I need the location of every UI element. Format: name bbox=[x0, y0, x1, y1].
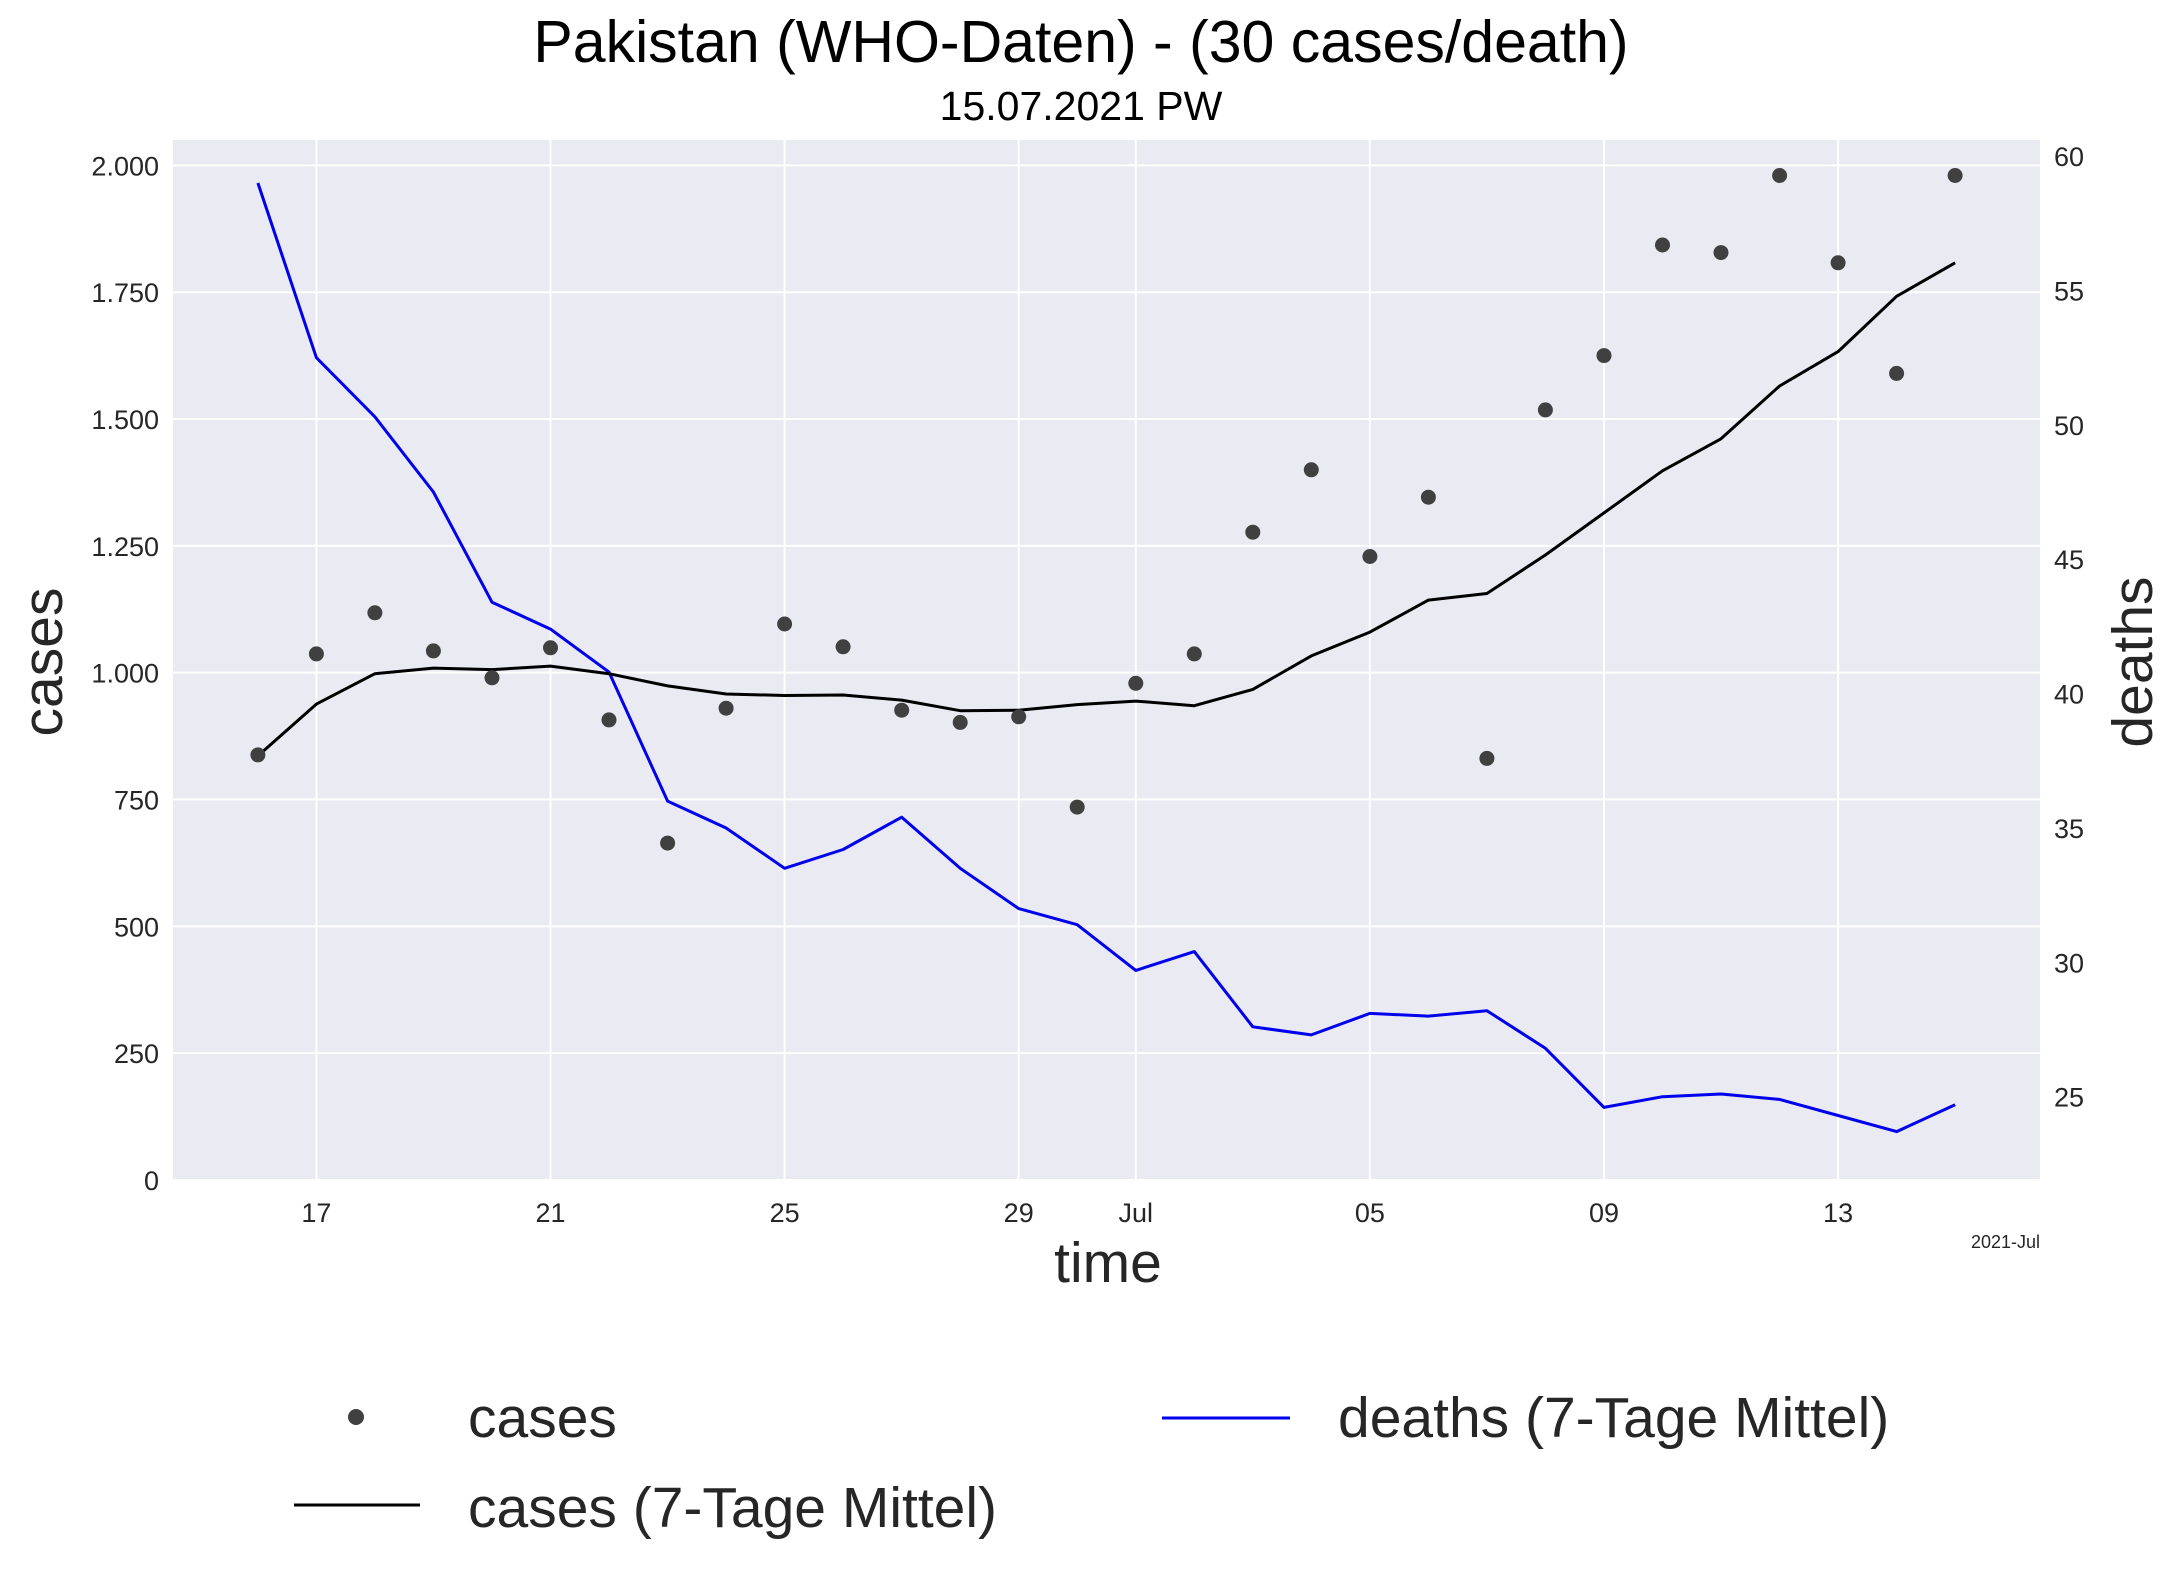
cases-point bbox=[1713, 245, 1729, 261]
cases-points-layer bbox=[250, 168, 1963, 851]
grid bbox=[173, 140, 2040, 1181]
cases-point bbox=[894, 702, 910, 718]
cases-point bbox=[1772, 168, 1788, 183]
y-tick-label: 1.250 bbox=[91, 532, 159, 562]
cases-point bbox=[835, 639, 851, 655]
cases-point bbox=[1830, 255, 1846, 271]
y2-tick-label: 35 bbox=[2054, 814, 2084, 844]
cases-point bbox=[250, 747, 266, 763]
cases-point bbox=[952, 714, 968, 730]
cases-point bbox=[1479, 750, 1495, 766]
cases-point bbox=[1011, 709, 1027, 725]
cases-point bbox=[1128, 675, 1144, 691]
x-axis-offset-label: 2021-Jul bbox=[1971, 1232, 2040, 1252]
cases-point bbox=[1596, 348, 1612, 364]
cases-point bbox=[601, 712, 617, 728]
x-tick-label: 21 bbox=[535, 1198, 565, 1228]
y2-tick-label: 50 bbox=[2054, 411, 2084, 441]
y-tick-label: 750 bbox=[114, 786, 159, 816]
x-tick-label: 09 bbox=[1589, 1198, 1619, 1228]
cases-point bbox=[367, 605, 383, 621]
y2-tick-label: 30 bbox=[2054, 948, 2084, 978]
legend-cases-marker bbox=[348, 1409, 364, 1425]
cases-point bbox=[1420, 489, 1436, 505]
y-tick-label: 250 bbox=[114, 1039, 159, 1069]
y2-axis-ticks: 25 30 35 40 45 50 55 60 bbox=[2054, 142, 2084, 1113]
cases-point bbox=[718, 700, 734, 716]
cases-point bbox=[1655, 237, 1670, 253]
chart-subtitle: 15.07.2021 PW bbox=[940, 83, 1223, 129]
cases-point bbox=[484, 670, 500, 686]
x-tick-label: Jul bbox=[1119, 1198, 1154, 1228]
legend-deaths-label: deaths (7-Tage Mittel) bbox=[1338, 1386, 1889, 1450]
cases-point bbox=[1303, 462, 1319, 478]
cases-point bbox=[543, 640, 558, 656]
x-axis-ticks: 17 21 25 29 Jul 05 09 13 bbox=[301, 1198, 1853, 1228]
x-tick-label: 13 bbox=[1823, 1198, 1853, 1228]
deaths-line-layer bbox=[256, 182, 1956, 1134]
y-tick-label: 2.000 bbox=[91, 151, 159, 181]
chart-title: Pakistan (WHO-Daten) - (30 cases/death) bbox=[533, 9, 1628, 75]
legend: cases cases (7-Tage Mittel) deaths (7-Tage… bbox=[294, 1386, 1889, 1540]
cases-point bbox=[1186, 646, 1202, 662]
deaths-7day-mean-line bbox=[256, 182, 1956, 1134]
cases-point bbox=[660, 835, 676, 851]
x-tick-label: 17 bbox=[301, 1198, 331, 1228]
x-tick-label: 25 bbox=[770, 1198, 800, 1228]
cases-point bbox=[1537, 402, 1553, 418]
plot-area bbox=[173, 140, 2040, 1180]
y2-tick-label: 55 bbox=[2054, 276, 2084, 306]
cases-point bbox=[1069, 799, 1085, 815]
y2-tick-label: 25 bbox=[2054, 1083, 2084, 1113]
cases-point bbox=[308, 646, 324, 662]
cases-7day-mean-line bbox=[256, 261, 1956, 758]
y-axis-ticks: 0 250 500 750 1.000 1.250 1.500 1.750 2.000 bbox=[91, 151, 159, 1196]
y-axis-label: cases bbox=[11, 588, 75, 737]
legend-cases-label: cases bbox=[468, 1386, 617, 1450]
y2-tick-label: 45 bbox=[2054, 545, 2084, 575]
y-tick-label: 1.500 bbox=[91, 405, 159, 435]
y2-axis-label: deaths bbox=[2101, 576, 2162, 747]
y2-tick-label: 60 bbox=[2054, 142, 2084, 172]
legend-cases-mean-label: cases (7-Tage Mittel) bbox=[468, 1476, 997, 1540]
cases-point bbox=[1362, 549, 1378, 564]
cases-point bbox=[1889, 365, 1905, 381]
cases-point bbox=[1245, 524, 1261, 540]
y-tick-label: 500 bbox=[114, 912, 159, 942]
x-axis-label: time bbox=[1054, 1231, 1162, 1295]
cases-point bbox=[777, 616, 793, 632]
cases-mean-line-layer bbox=[256, 261, 1956, 758]
cases-point bbox=[425, 643, 441, 659]
x-tick-label: 05 bbox=[1355, 1198, 1385, 1228]
cases-point bbox=[1947, 168, 1963, 183]
y2-tick-label: 40 bbox=[2054, 680, 2084, 710]
y-tick-label: 0 bbox=[144, 1166, 159, 1196]
y-tick-label: 1.750 bbox=[91, 278, 159, 308]
y-tick-label: 1.000 bbox=[91, 659, 159, 689]
x-tick-label: 29 bbox=[1004, 1198, 1034, 1228]
